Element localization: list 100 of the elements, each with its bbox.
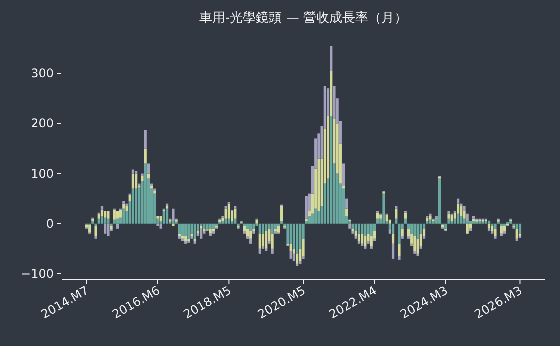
bar	[181, 224, 184, 236]
bar	[494, 236, 497, 239]
bar	[107, 224, 110, 236]
bar	[422, 236, 426, 239]
bar	[188, 238, 190, 242]
bar	[448, 214, 450, 219]
bar	[190, 236, 194, 239]
bar	[107, 211, 110, 219]
bar	[181, 236, 184, 239]
bar	[181, 238, 184, 242]
y-tick-label: 0	[46, 216, 54, 231]
bar	[154, 188, 156, 192]
bar	[184, 236, 188, 242]
y-tick-label: −100	[21, 266, 54, 281]
bar	[466, 214, 469, 222]
bar	[494, 224, 497, 229]
bar	[274, 228, 277, 232]
bar	[448, 218, 450, 224]
bar	[463, 218, 466, 224]
bar	[292, 254, 296, 262]
bar	[488, 224, 491, 229]
bar	[373, 238, 376, 242]
bar	[429, 216, 432, 220]
bar	[456, 214, 460, 224]
bar	[126, 204, 128, 206]
bar	[128, 194, 132, 202]
bar	[110, 224, 113, 226]
bar	[358, 241, 361, 244]
bar	[250, 238, 252, 244]
bar	[388, 228, 392, 234]
bar	[416, 224, 420, 239]
bar	[438, 178, 442, 224]
bar	[286, 224, 290, 244]
bar	[518, 224, 522, 234]
bar	[469, 228, 472, 232]
bar	[510, 221, 512, 224]
bar	[166, 204, 169, 206]
bar	[262, 234, 265, 246]
bar	[367, 241, 370, 244]
bar	[500, 234, 503, 236]
bar	[265, 231, 268, 249]
bar	[194, 241, 196, 244]
bar	[386, 214, 388, 222]
bar	[172, 224, 175, 226]
y-tick-label: 100	[31, 166, 54, 181]
bar	[246, 224, 250, 229]
bar	[503, 231, 506, 234]
bar	[392, 244, 395, 259]
bar	[144, 164, 147, 224]
bar	[194, 224, 196, 239]
bar	[416, 254, 420, 256]
bar	[442, 225, 444, 228]
bar	[364, 224, 367, 236]
bar	[92, 218, 94, 222]
bar	[160, 224, 162, 229]
bar	[206, 224, 209, 229]
bar	[516, 228, 518, 239]
bar	[222, 221, 224, 224]
bar	[94, 236, 98, 239]
bar	[178, 236, 181, 239]
bar	[100, 210, 104, 216]
bar	[516, 238, 518, 242]
bar	[364, 236, 367, 246]
bar	[414, 224, 416, 236]
bar	[404, 218, 407, 224]
chart-title: 車用-光學鏡頭 — 營收成長率（月）	[200, 10, 408, 26]
bar	[364, 246, 367, 249]
bar	[234, 206, 237, 209]
bar	[265, 224, 268, 232]
bar	[466, 221, 469, 224]
bar	[134, 174, 138, 189]
bar	[274, 231, 277, 234]
bar	[104, 211, 107, 218]
bar	[426, 221, 429, 224]
bar	[469, 221, 472, 224]
bar	[429, 220, 432, 224]
bar	[190, 234, 194, 236]
bar	[98, 218, 100, 224]
bar	[243, 224, 246, 226]
bar	[230, 221, 234, 224]
bar	[178, 234, 181, 236]
bar	[132, 188, 135, 224]
bar	[296, 224, 299, 254]
bar	[212, 228, 216, 232]
bar	[258, 224, 262, 234]
bar	[116, 224, 120, 229]
bar	[120, 210, 122, 218]
bar	[460, 204, 463, 206]
bar	[150, 186, 154, 189]
bar	[472, 221, 476, 224]
bar	[107, 218, 110, 224]
bar	[404, 212, 407, 219]
bar	[342, 164, 346, 186]
bar	[429, 214, 432, 216]
bar	[116, 218, 120, 224]
bar	[398, 256, 401, 260]
bar	[271, 248, 274, 254]
bar	[184, 241, 188, 244]
bar	[450, 221, 454, 224]
bar	[228, 204, 231, 219]
